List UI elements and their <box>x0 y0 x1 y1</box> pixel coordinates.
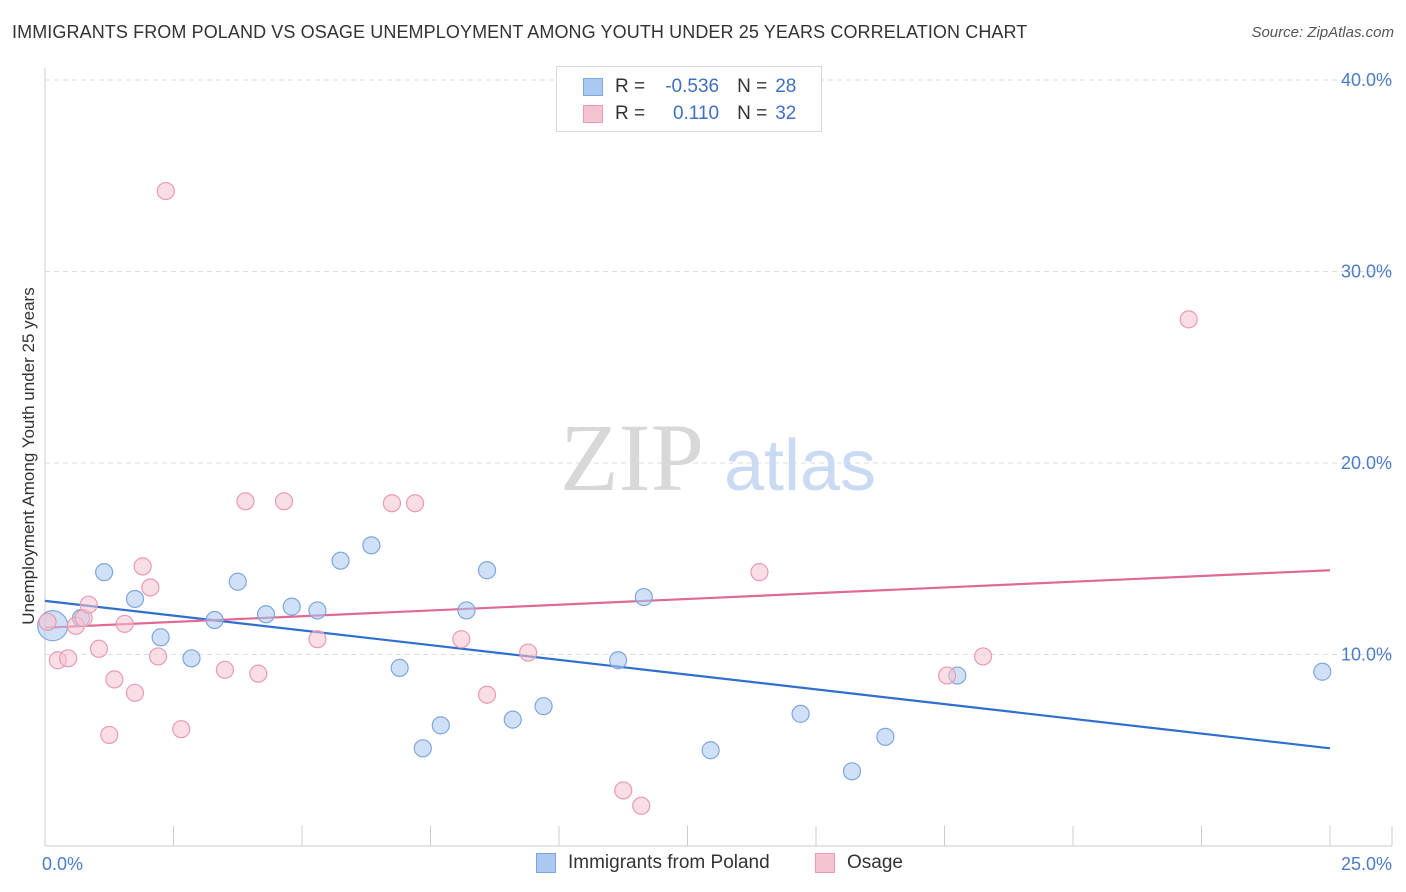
pink-data-point <box>172 720 191 739</box>
legend-n-value: 32 <box>775 103 797 124</box>
blue-data-point <box>362 536 381 555</box>
pink-data-point <box>105 670 124 689</box>
axis-layer <box>44 68 1393 847</box>
pink-data-point <box>452 630 471 649</box>
data-points <box>37 181 1332 815</box>
blue-data-point <box>256 605 276 624</box>
pink-data-point <box>937 666 957 685</box>
blue-data-point <box>842 762 862 781</box>
trend-lines <box>44 569 1331 750</box>
pink-data-point <box>59 649 78 668</box>
watermark-atlas: atlas <box>724 426 876 506</box>
blue-data-point <box>331 551 350 570</box>
pink-data-point <box>156 181 175 201</box>
pink-data-point <box>519 643 538 662</box>
watermark-zip: ZIP <box>560 404 704 511</box>
pink-data-point <box>274 492 294 511</box>
pink-data-point <box>89 639 109 658</box>
legend-row-osage: R = 0.110 N = 32 <box>583 101 796 127</box>
legend-r-value: 0.110 <box>667 103 720 124</box>
pink-data-point <box>249 664 268 683</box>
blue-data-point <box>534 697 553 716</box>
legend-n-value: 28 <box>775 76 797 97</box>
blue-data-point <box>876 727 895 746</box>
pink-data-point <box>148 647 168 666</box>
pink-data-point <box>236 492 255 511</box>
series-legend: Immigrants from Poland Osage <box>0 852 1406 878</box>
pink-data-point <box>38 612 57 632</box>
pink-data-point <box>125 683 145 702</box>
legend-r-label: R = <box>615 103 646 124</box>
pink-data-point <box>141 578 160 597</box>
grid-layer <box>45 79 1392 655</box>
legend-n-label: N = <box>737 103 768 124</box>
pink-data-point <box>1179 310 1198 329</box>
blue-data-point <box>182 649 201 668</box>
pink-data-point <box>382 494 402 513</box>
blue-data-point <box>431 716 450 735</box>
pink-data-point <box>614 781 633 800</box>
blue-data-point <box>205 610 224 630</box>
blue-data-point <box>125 589 145 609</box>
blue-data-point <box>413 739 432 758</box>
blue-data-point <box>228 572 247 591</box>
blue-data-point <box>791 704 810 723</box>
pink-data-point <box>115 614 134 633</box>
blue-data-point <box>390 658 409 678</box>
stats-legend: R = -0.536 N = 28 R = 0.110 N = 32 <box>556 66 822 132</box>
x-tick-label: 25.0% <box>1341 854 1392 874</box>
pink-data-point <box>973 647 993 666</box>
pink-data-point <box>405 494 425 513</box>
x-tick-label: 0.0% <box>42 854 83 874</box>
blue-data-point <box>609 651 628 670</box>
series-legend-label: Osage <box>847 852 903 873</box>
legend-r-value: -0.536 <box>665 76 720 97</box>
y-tick-label: 20.0% <box>1341 453 1392 473</box>
blue-data-point <box>503 710 522 729</box>
chart-title: IMMIGRANTS FROM POLAND VS OSAGE UNEMPLOY… <box>12 22 1028 42</box>
y-tick-label: 40.0% <box>1341 70 1392 90</box>
series-swatch-blue <box>536 853 556 873</box>
legend-swatch-pink <box>583 105 603 123</box>
y-tick-label: 30.0% <box>1341 262 1392 282</box>
series-legend-osage[interactable]: Osage <box>815 852 903 874</box>
series-legend-poland[interactable]: Immigrants from Poland <box>536 852 770 874</box>
watermark: ZIP atlas <box>560 404 876 511</box>
blue-data-point <box>457 601 476 620</box>
series-legend-label: Immigrants from Poland <box>568 852 770 873</box>
blue-data-point <box>308 601 327 620</box>
pink-data-point <box>477 685 497 704</box>
series-swatch-pink <box>815 853 835 873</box>
blue-data-point <box>1313 662 1332 681</box>
pink-data-point <box>133 557 152 576</box>
blue-data-point <box>701 741 720 760</box>
tick-labels: 10.0% 20.0% 30.0% 40.0% 0.0% 25.0% <box>42 70 1392 874</box>
blue-data-point <box>634 587 653 607</box>
y-tick-label: 10.0% <box>1341 645 1392 665</box>
legend-swatch-blue <box>583 78 603 96</box>
pink-data-point <box>308 630 327 649</box>
blue-trend-line <box>44 599 1331 750</box>
source-label: Source: ZipAtlas.com <box>1251 24 1394 41</box>
pink-data-point <box>100 725 119 745</box>
blue-data-point <box>151 628 170 647</box>
pink-data-point <box>750 563 769 582</box>
y-axis-label: Unemployment Among Youth under 25 years <box>19 287 38 624</box>
pink-data-point <box>215 660 234 679</box>
legend-r-label: R = <box>615 76 646 97</box>
blue-data-point <box>282 597 301 616</box>
pink-data-point <box>79 595 98 614</box>
blue-data-point <box>95 563 114 582</box>
blue-data-point <box>477 561 497 580</box>
pink-data-point <box>632 796 651 815</box>
legend-n-label: N = <box>737 76 768 97</box>
legend-row-poland: R = -0.536 N = 28 <box>583 74 796 100</box>
